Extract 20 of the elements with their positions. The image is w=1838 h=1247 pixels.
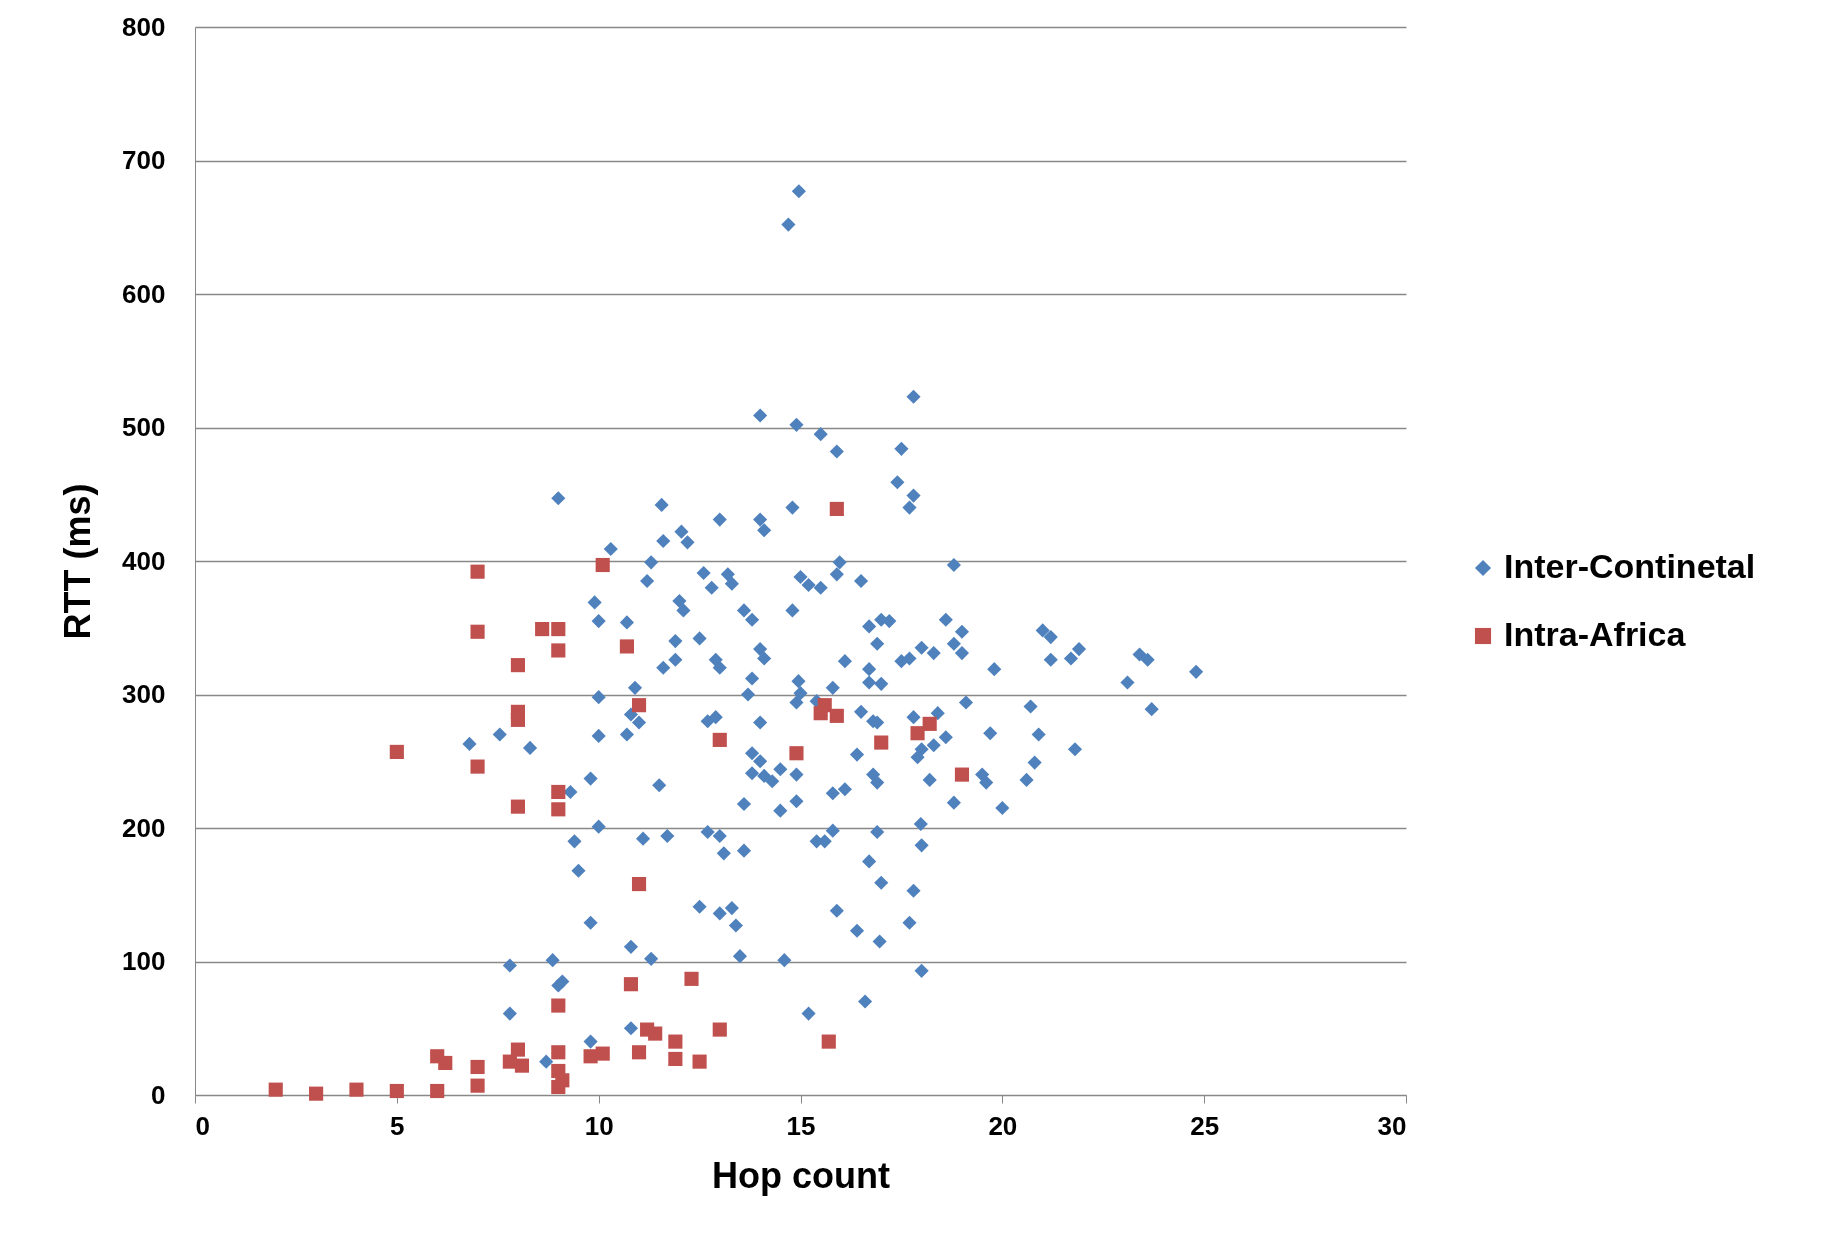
x-tick-label: 10 xyxy=(584,1110,614,1141)
y-tick-label: 300 xyxy=(122,679,166,709)
x-tick-label: 0 xyxy=(195,1110,210,1141)
legend-label: Inter-Continetal xyxy=(1504,547,1756,585)
x-tick-label: 15 xyxy=(786,1110,816,1141)
y-tick-label: 200 xyxy=(122,812,166,843)
x-tick-label: 20 xyxy=(988,1110,1018,1141)
legend-label: Intra-Africa xyxy=(1504,615,1687,653)
y-tick-label: 100 xyxy=(122,946,166,976)
y-tick-label: 400 xyxy=(122,545,166,576)
x-axis-title: Hop count xyxy=(712,1154,890,1196)
y-axis-title: RTT (ms) xyxy=(57,483,99,640)
x-tick-label: 30 xyxy=(1377,1110,1407,1141)
y-tick-label: 0 xyxy=(151,1079,166,1110)
y-tick-label: 500 xyxy=(122,412,166,442)
x-tick-label: 25 xyxy=(1190,1110,1220,1141)
y-tick-label: 800 xyxy=(122,11,166,42)
y-tick-label: 700 xyxy=(122,145,166,175)
y-tick-label: 600 xyxy=(122,278,166,309)
x-tick-label: 5 xyxy=(390,1110,405,1141)
